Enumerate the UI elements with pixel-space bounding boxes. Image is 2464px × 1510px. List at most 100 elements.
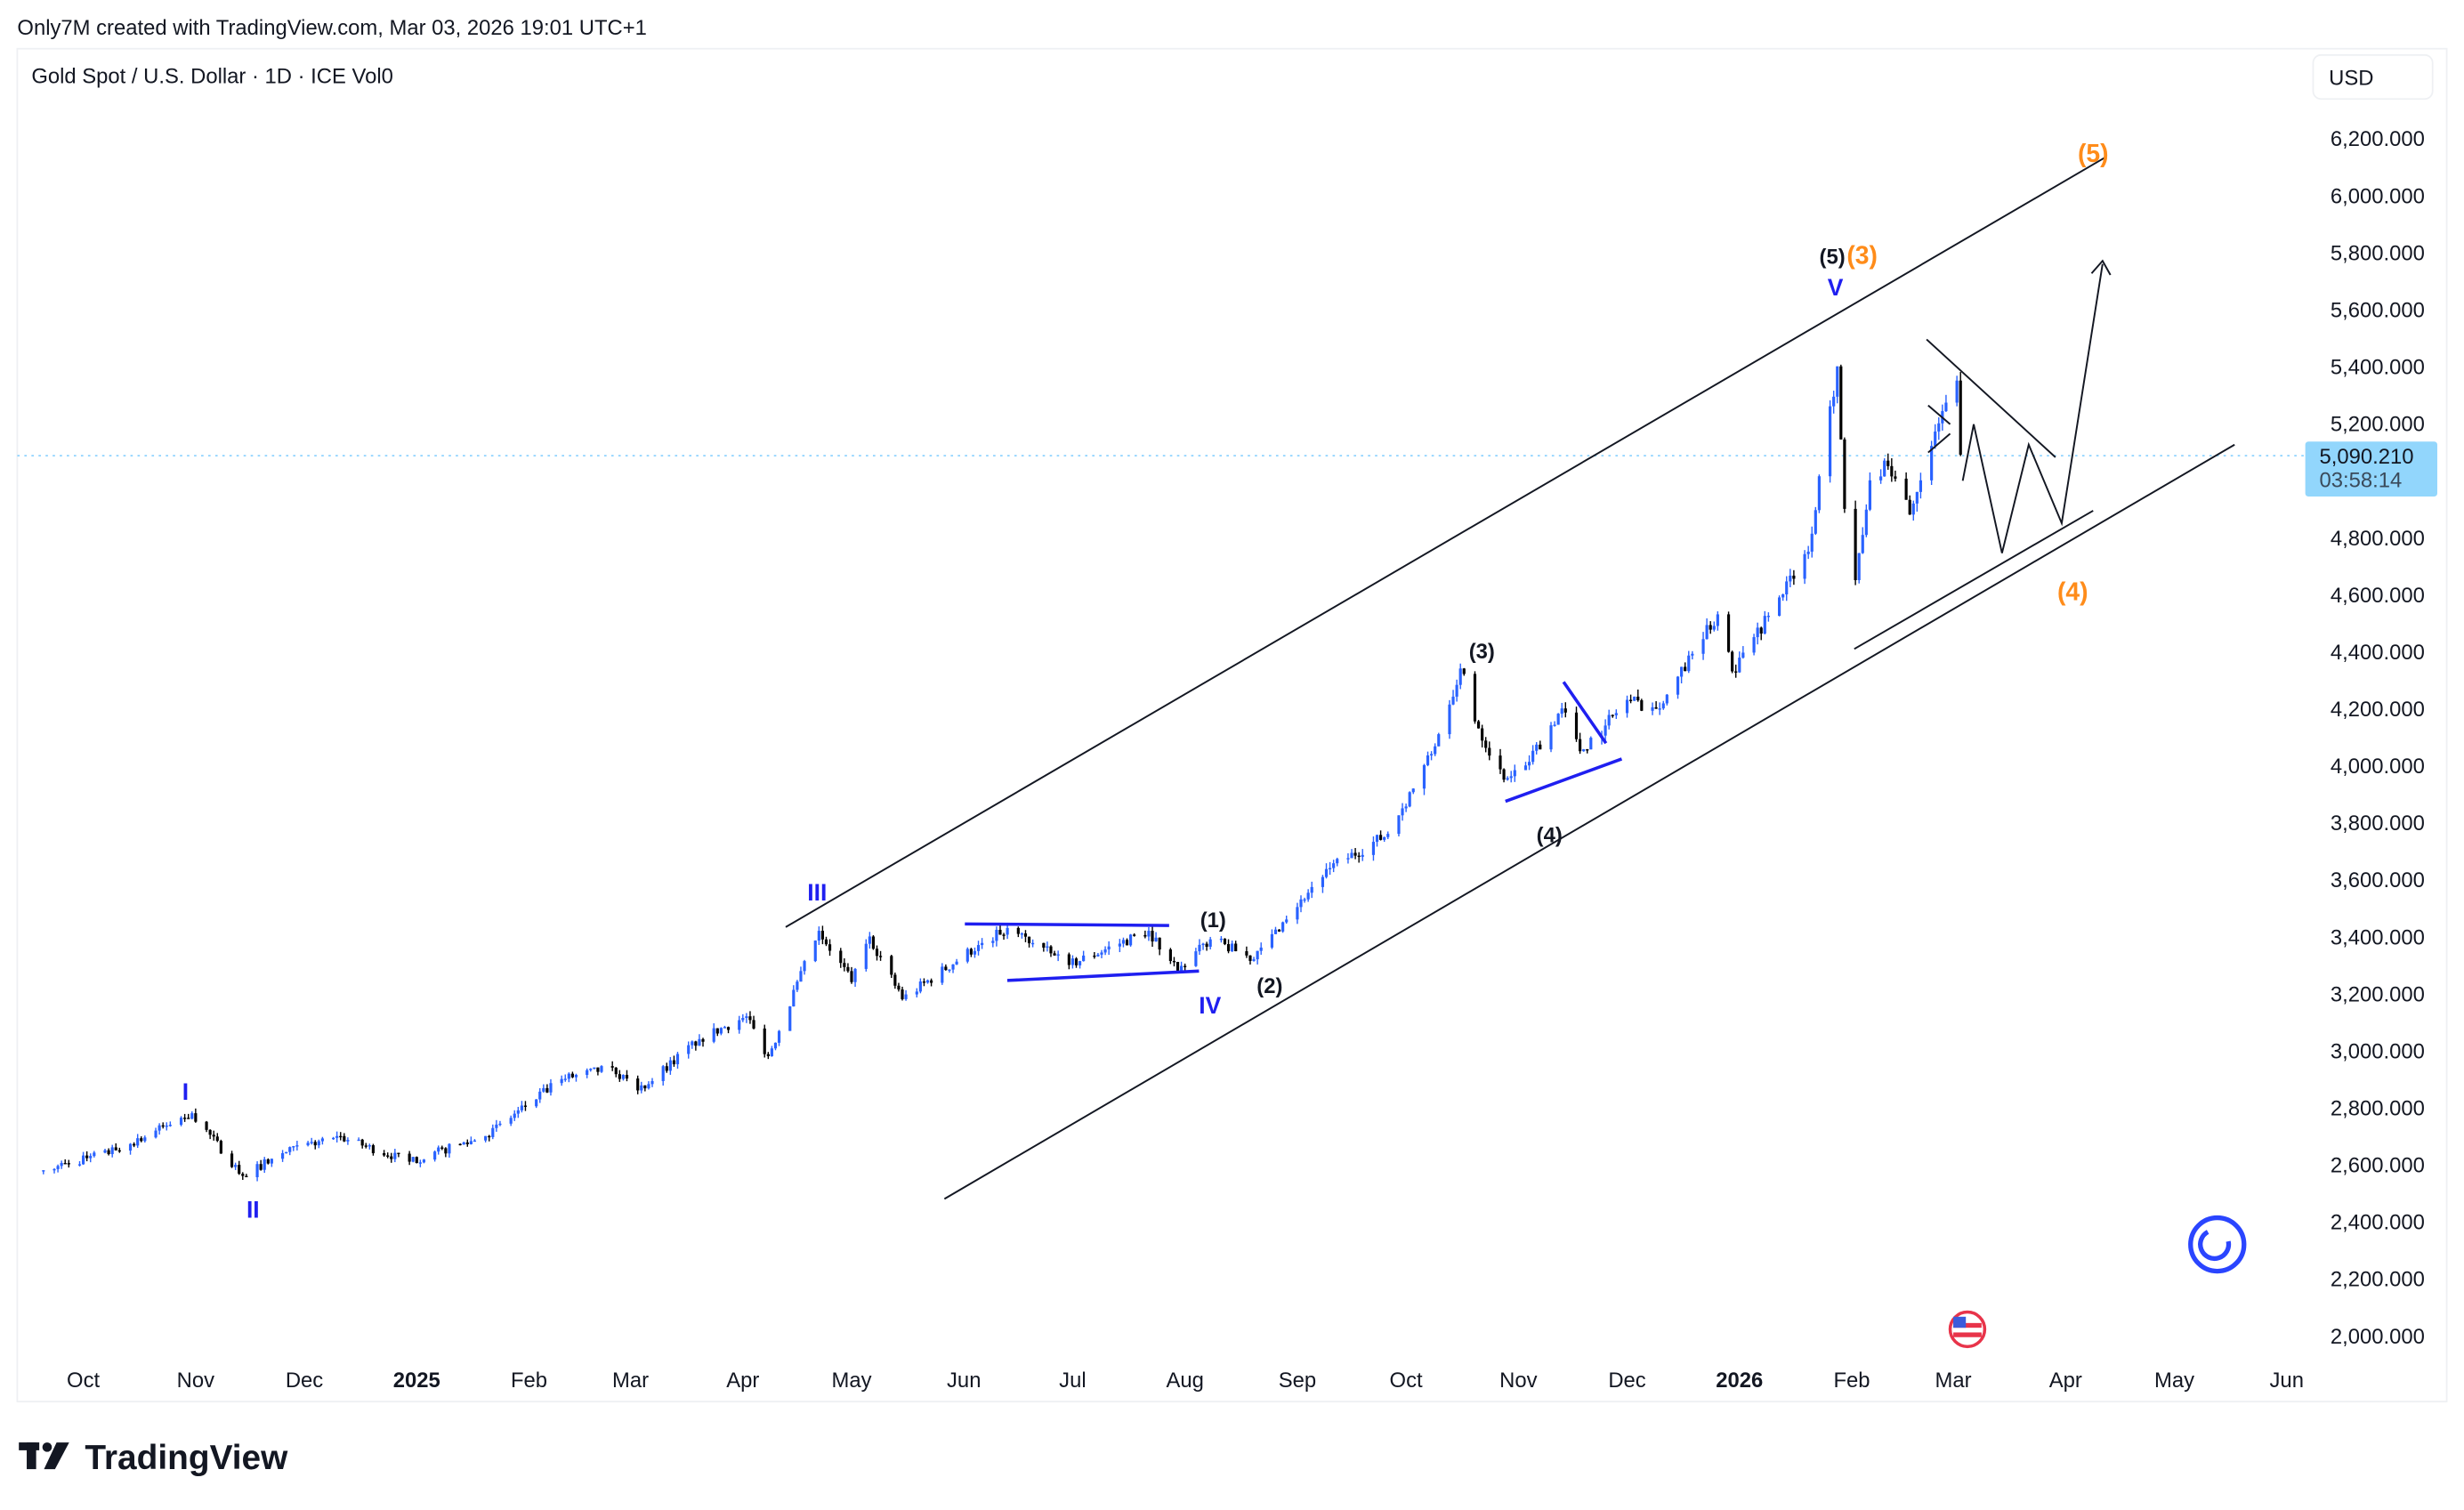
wave-label-sub-5: (5) bbox=[1820, 246, 1846, 270]
candle-body bbox=[357, 1139, 360, 1142]
candle-body bbox=[1934, 431, 1937, 447]
projection-lower-line[interactable] bbox=[1854, 510, 2094, 650]
candle-body bbox=[1484, 740, 1488, 748]
candle-body bbox=[1930, 446, 1934, 480]
candle-body bbox=[133, 1143, 136, 1146]
candle-body bbox=[444, 1148, 448, 1154]
projection-upper-line[interactable] bbox=[1926, 338, 2056, 458]
us-flag-event-icon[interactable] bbox=[1948, 1310, 1987, 1349]
candle-body bbox=[1184, 965, 1187, 967]
time-tick-label: Dec bbox=[286, 1369, 323, 1393]
candle-body bbox=[1832, 396, 1836, 407]
candle-body bbox=[698, 1038, 701, 1046]
time-tick-label: Dec bbox=[1608, 1369, 1645, 1393]
price-axis[interactable]: 6,200.000 6,000.000 5,800.000 5,600.000 5,40… bbox=[2331, 127, 2425, 1349]
time-tick-label: Apr bbox=[2049, 1369, 2082, 1393]
candle-body bbox=[1680, 666, 1684, 677]
candle-body bbox=[368, 1145, 371, 1147]
arrow-head-icon bbox=[2090, 259, 2112, 276]
candle-body bbox=[397, 1152, 400, 1155]
candle-body bbox=[179, 1118, 183, 1126]
candle-body bbox=[918, 981, 922, 992]
small-triangle-bottom[interactable] bbox=[1927, 432, 1951, 454]
time-tick-label: May bbox=[831, 1369, 871, 1393]
candle-body bbox=[1829, 406, 1832, 477]
candle-body bbox=[1180, 965, 1184, 971]
candle-body bbox=[570, 1073, 574, 1078]
candle-body bbox=[1705, 625, 1709, 640]
wave-label-orange-5: (5) bbox=[2078, 139, 2109, 167]
candle-body bbox=[364, 1145, 368, 1147]
candle-body bbox=[998, 929, 1002, 935]
time-tick-label: Nov bbox=[177, 1369, 214, 1393]
candle-body bbox=[465, 1142, 469, 1144]
candle-body bbox=[1712, 626, 1716, 630]
candle-body bbox=[343, 1135, 346, 1142]
candle-body bbox=[770, 1048, 773, 1057]
candle-body bbox=[190, 1113, 194, 1119]
time-tick-label: 2026 bbox=[1716, 1369, 1763, 1393]
channel-lower-line[interactable] bbox=[943, 443, 2235, 1200]
triangle-top-line[interactable] bbox=[965, 922, 1169, 927]
wedge-top-line[interactable] bbox=[1562, 681, 1608, 745]
wave-label-ii: II bbox=[246, 1197, 260, 1223]
candle-body bbox=[665, 1066, 668, 1071]
tradingview-logo-icon bbox=[19, 1442, 69, 1470]
candle-body bbox=[788, 1006, 792, 1031]
candle-body bbox=[440, 1147, 444, 1149]
time-axis[interactable]: Oct Nov Dec 2025 Feb Mar Apr May Jun Jul Aug Sep Oct… bbox=[67, 1369, 2304, 1393]
price-tick-label: 4,000.000 bbox=[2331, 755, 2425, 779]
candle-body bbox=[1734, 671, 1738, 673]
candle-body bbox=[1277, 929, 1281, 932]
channel-upper-line[interactable] bbox=[785, 156, 2106, 928]
candle-body bbox=[205, 1121, 208, 1130]
candle-body bbox=[922, 981, 926, 983]
candle-body bbox=[1458, 668, 1462, 685]
candle-body bbox=[824, 939, 828, 945]
wave-label-sub-4: (4) bbox=[1537, 824, 1563, 848]
wave-label-iii: III bbox=[807, 879, 827, 906]
candle-body bbox=[1455, 684, 1458, 697]
candle-body bbox=[1306, 892, 1310, 900]
candle-body bbox=[868, 936, 871, 944]
replay-circle-icon[interactable] bbox=[2188, 1215, 2247, 1274]
candle-body bbox=[1042, 942, 1046, 948]
candle-body bbox=[726, 1027, 731, 1030]
wedge-bottom-line[interactable] bbox=[1505, 757, 1623, 803]
candle-body bbox=[1839, 366, 1843, 440]
price-tick-label: 2,800.000 bbox=[2331, 1097, 2425, 1121]
candle-body bbox=[1763, 616, 1766, 634]
candle-body bbox=[1766, 616, 1770, 618]
candle-body bbox=[1231, 943, 1234, 952]
candle-body bbox=[828, 944, 832, 951]
candle-body bbox=[850, 971, 853, 982]
candle-body bbox=[1194, 951, 1198, 966]
time-tick-label: Sep bbox=[1279, 1369, 1316, 1393]
candle-body bbox=[1843, 439, 1846, 509]
candle-body bbox=[752, 1020, 755, 1029]
candle-body bbox=[1175, 962, 1180, 971]
time-tick-label: Apr bbox=[726, 1369, 759, 1393]
candle-body bbox=[1854, 508, 1857, 580]
candle-body bbox=[1103, 949, 1107, 953]
currency-button[interactable]: USD bbox=[2312, 53, 2434, 101]
candle-body bbox=[1020, 933, 1023, 935]
tradingview-logo[interactable]: TradingView bbox=[19, 1439, 288, 1477]
projection-path[interactable] bbox=[1961, 263, 2104, 553]
candle-body bbox=[723, 1027, 727, 1029]
candle-body bbox=[560, 1078, 563, 1084]
candle-body bbox=[411, 1157, 415, 1162]
candle-body bbox=[1806, 551, 1810, 554]
candle-body bbox=[701, 1038, 705, 1042]
candle-body bbox=[1328, 868, 1332, 869]
candle-body bbox=[1397, 815, 1401, 835]
triangle-bottom-line[interactable] bbox=[1006, 969, 1200, 982]
candle-body bbox=[1499, 755, 1502, 770]
candle-body bbox=[643, 1085, 647, 1089]
candle-body bbox=[890, 956, 893, 975]
small-triangle-top[interactable] bbox=[1927, 404, 1951, 425]
candle-body bbox=[390, 1156, 393, 1159]
price-tick-label: 3,200.000 bbox=[2331, 982, 2425, 1006]
candle-body bbox=[1208, 939, 1212, 947]
